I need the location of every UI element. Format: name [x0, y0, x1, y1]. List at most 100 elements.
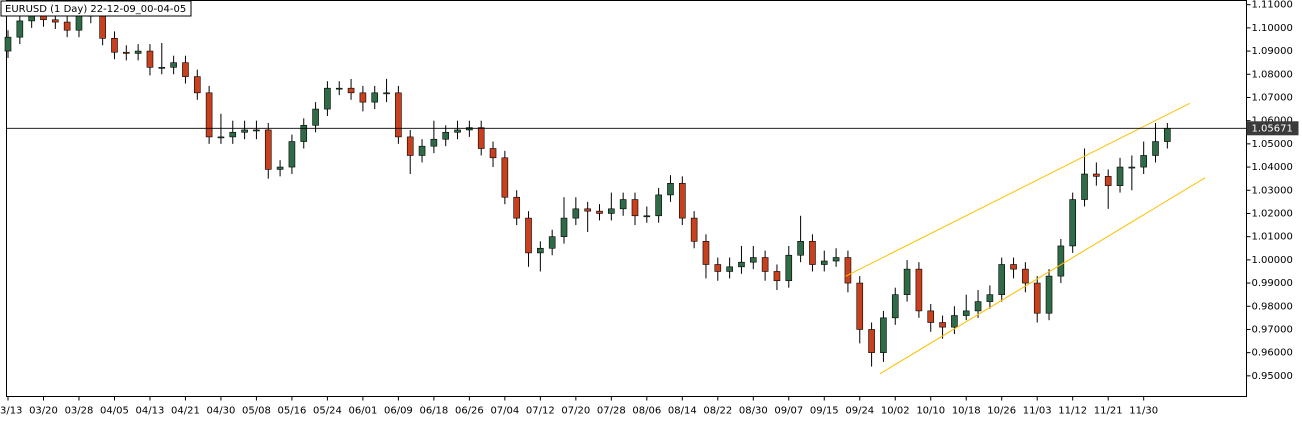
x-tick-label: 05/08 [242, 406, 271, 417]
candle-body [726, 266, 733, 272]
candle-body [537, 247, 544, 254]
y-tick-label: 0.99000 [1252, 278, 1293, 289]
candle-body [844, 257, 852, 284]
candle-body [1069, 199, 1076, 247]
x-tick-label: 09/24 [845, 406, 874, 417]
candle-body [300, 125, 308, 142]
candle-body [1140, 155, 1147, 168]
candle-body [939, 322, 946, 328]
x-tick-label: 06/26 [455, 406, 484, 417]
candle-body [1057, 245, 1065, 277]
candle-body [832, 257, 840, 262]
candle-body [264, 129, 272, 170]
candle-body [761, 257, 769, 272]
candle-body [1128, 166, 1136, 169]
candle-body [1104, 176, 1112, 186]
candle-body [1152, 141, 1159, 156]
x-tick-label: 07/04 [490, 406, 519, 417]
candle-body [241, 129, 248, 133]
candle-body [1022, 268, 1029, 284]
candle-body [288, 141, 296, 168]
y-tick-label: 0.98000 [1252, 301, 1293, 312]
candle-body [123, 51, 130, 54]
candle-body [525, 217, 532, 254]
candle-body [1045, 275, 1053, 314]
candle-body [193, 76, 201, 94]
candle-body [809, 241, 816, 265]
candle-body [596, 210, 603, 214]
candle-body [489, 148, 497, 159]
x-tick-label: 10/02 [881, 406, 910, 417]
candle-body [430, 138, 438, 147]
candle-body [63, 21, 71, 31]
candle-body [927, 310, 935, 323]
candle-body [560, 217, 568, 237]
y-tick-label: 1.11000 [1252, 0, 1293, 11]
candle-body [903, 268, 911, 295]
y-tick-label: 1.10000 [1252, 23, 1293, 34]
last-price-box [1246, 121, 1299, 136]
candle-body [170, 62, 177, 68]
y-tick-label: 1.05000 [1252, 139, 1293, 150]
x-tick-label: 05/16 [278, 406, 307, 417]
x-tick-label: 11/12 [1058, 406, 1087, 417]
last-price-label: 1.05671 [1252, 123, 1293, 134]
x-tick-label: 03/13 [0, 406, 22, 417]
candle-body [217, 136, 225, 139]
candle-body [395, 92, 402, 138]
candle-body [1093, 173, 1100, 177]
y-tick-label: 1.03000 [1252, 185, 1293, 196]
y-tick-label: 1.00000 [1252, 255, 1293, 266]
candle-body [253, 129, 260, 132]
candle-body [205, 92, 213, 138]
y-tick-label: 1.06000 [1252, 116, 1293, 127]
x-tick-label: 09/07 [774, 406, 803, 417]
candle-body [466, 127, 473, 131]
candle-body [608, 208, 615, 214]
candle-body [785, 254, 793, 282]
candle-body [146, 50, 154, 68]
y-tick-label: 1.07000 [1252, 92, 1293, 103]
y-tick-label: 1.09000 [1252, 46, 1293, 57]
title-box [0, 0, 192, 17]
x-tick-label: 10/18 [952, 406, 981, 417]
x-tick-label: 07/12 [526, 406, 555, 417]
candle-body [915, 268, 923, 312]
y-tick-label: 1.01000 [1252, 232, 1293, 243]
candle-body [1116, 166, 1124, 186]
candle-body [643, 215, 651, 218]
candle-body [998, 264, 1006, 295]
candle-body [868, 329, 875, 353]
x-tick-label: 03/20 [29, 406, 58, 417]
candle-body [974, 301, 982, 312]
candle-body [773, 271, 781, 282]
candle-body [1164, 128, 1171, 142]
candle-body [1081, 173, 1088, 200]
candle-body [371, 92, 379, 103]
candle-body [690, 217, 698, 242]
y-tick-label: 1.08000 [1252, 69, 1293, 80]
candle-body [891, 294, 899, 319]
candle-body [16, 20, 24, 38]
y-tick-label: 1.02000 [1252, 208, 1293, 219]
x-tick-label: 10/26 [987, 406, 1016, 417]
x-tick-label: 07/28 [597, 406, 626, 417]
x-tick-label: 04/21 [171, 406, 200, 417]
candle-body [667, 183, 674, 196]
candle-body [513, 196, 520, 219]
x-tick-label: 10/10 [916, 406, 945, 417]
x-tick-label: 11/21 [1094, 406, 1123, 417]
candle-body [454, 129, 461, 133]
x-tick-label: 11/03 [1023, 406, 1052, 417]
candle-body [335, 87, 343, 90]
candle-body [951, 315, 958, 328]
candle-body [52, 19, 59, 23]
candle-body [406, 136, 414, 156]
candle-body [749, 257, 757, 263]
x-tick-label: 03/28 [65, 406, 94, 417]
candle-body [679, 183, 686, 219]
y-tick-label: 0.96000 [1252, 348, 1293, 359]
x-tick-label: 06/09 [384, 406, 413, 417]
candle-body [584, 208, 591, 212]
